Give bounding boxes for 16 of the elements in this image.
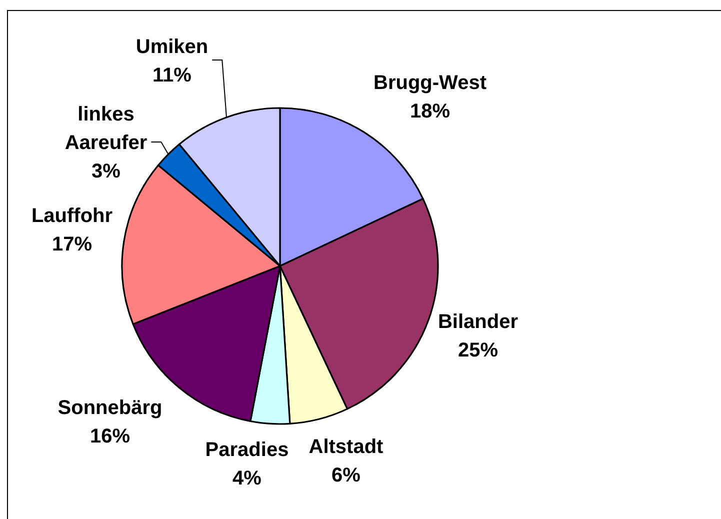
slice-label: Umiken xyxy=(136,36,208,58)
data-label: 3% xyxy=(92,160,121,182)
slice-label: Altstadt xyxy=(308,436,384,458)
slice-label: linkes Aareufer xyxy=(64,104,148,154)
slice-label: Lauffohr xyxy=(31,204,113,227)
data-label: 18% xyxy=(410,100,450,122)
data-label: 4% xyxy=(232,467,262,490)
slice-label: Bilander xyxy=(438,310,518,333)
slice-label: Brugg-West xyxy=(374,72,487,94)
data-label: 25% xyxy=(458,339,498,362)
slice-label: Sonnebärg xyxy=(58,396,162,419)
data-label: 17% xyxy=(52,233,92,256)
data-label: 6% xyxy=(332,464,361,486)
slice-label: Paradies xyxy=(205,438,289,461)
data-label: 11% xyxy=(152,64,192,86)
data-label: 16% xyxy=(90,425,130,448)
